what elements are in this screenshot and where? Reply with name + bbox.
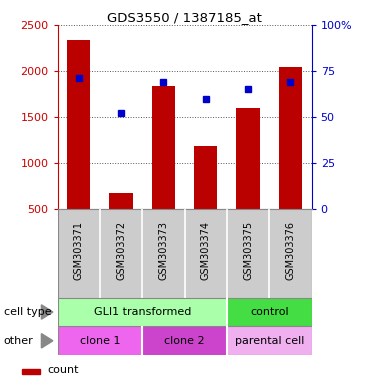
Bar bbox=[279, 67, 302, 209]
Text: parental cell: parental cell bbox=[234, 336, 304, 346]
Text: GLI1 transformed: GLI1 transformed bbox=[93, 307, 191, 317]
Text: GSM303372: GSM303372 bbox=[116, 221, 126, 280]
Text: count: count bbox=[47, 366, 79, 376]
Bar bbox=[58, 298, 227, 326]
Bar bbox=[22, 369, 40, 374]
Text: other: other bbox=[4, 336, 33, 346]
Title: GDS3550 / 1387185_at: GDS3550 / 1387185_at bbox=[107, 11, 262, 24]
Text: GSM303371: GSM303371 bbox=[74, 221, 84, 280]
Text: control: control bbox=[250, 307, 289, 317]
Bar bbox=[109, 193, 133, 209]
Bar bbox=[227, 326, 312, 355]
Text: GSM303376: GSM303376 bbox=[285, 221, 295, 280]
Bar bbox=[58, 326, 142, 355]
Bar bbox=[227, 209, 269, 298]
Text: clone 1: clone 1 bbox=[80, 336, 120, 346]
Text: GSM303374: GSM303374 bbox=[201, 221, 211, 280]
Text: GSM303375: GSM303375 bbox=[243, 221, 253, 280]
Bar bbox=[67, 40, 90, 209]
Bar bbox=[269, 209, 312, 298]
Polygon shape bbox=[42, 334, 53, 348]
Bar bbox=[236, 108, 260, 209]
Bar bbox=[152, 86, 175, 209]
Bar bbox=[185, 209, 227, 298]
Bar bbox=[100, 209, 142, 298]
Bar bbox=[227, 298, 312, 326]
Polygon shape bbox=[42, 305, 53, 319]
Bar bbox=[142, 326, 227, 355]
Bar bbox=[58, 209, 100, 298]
Bar bbox=[194, 146, 217, 209]
Text: clone 2: clone 2 bbox=[164, 336, 205, 346]
Bar bbox=[142, 209, 185, 298]
Text: GSM303373: GSM303373 bbox=[158, 221, 168, 280]
Text: cell type: cell type bbox=[4, 307, 51, 317]
